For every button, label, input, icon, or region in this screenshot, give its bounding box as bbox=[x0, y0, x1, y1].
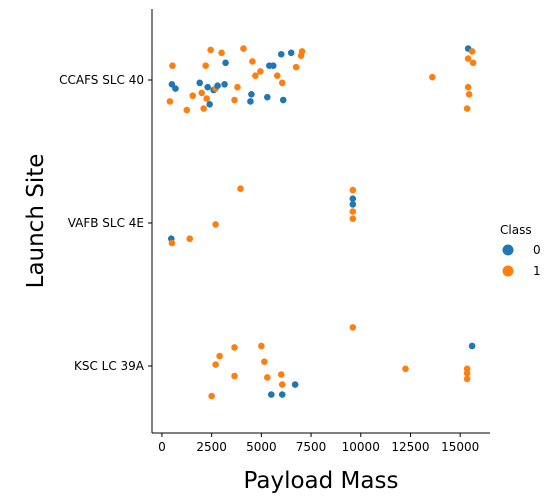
legend-label-class-0: 0 bbox=[533, 243, 541, 257]
data-point-class-1 bbox=[257, 68, 264, 75]
data-point-class-1 bbox=[273, 72, 281, 80]
data-point-class-0 bbox=[248, 91, 255, 98]
data-point-class-0 bbox=[214, 82, 221, 90]
data-point-class-1 bbox=[252, 72, 259, 80]
data-point-class-1 bbox=[464, 83, 472, 91]
data-point-class-1 bbox=[198, 89, 206, 97]
x-tick-label: 0 bbox=[158, 440, 166, 454]
axes bbox=[151, 9, 490, 434]
data-point-class-0 bbox=[277, 50, 285, 58]
data-point-class-1 bbox=[231, 96, 238, 104]
data-point-class-1 bbox=[240, 45, 247, 52]
y-ticks: CCAFS SLC 40 VAFB SLC 4E KSC LC 39A bbox=[59, 73, 152, 373]
data-point-class-1 bbox=[168, 239, 176, 247]
x-axis-title: Payload Mass bbox=[244, 468, 399, 494]
data-point-class-1 bbox=[218, 49, 225, 57]
data-point-class-0 bbox=[267, 391, 275, 398]
data-point-class-1 bbox=[208, 392, 215, 400]
data-point-class-1 bbox=[349, 186, 357, 194]
data-point-class-1 bbox=[278, 79, 286, 87]
data-point-class-1 bbox=[231, 372, 238, 380]
data-point-class-1 bbox=[258, 342, 265, 350]
data-point-class-1 bbox=[203, 95, 210, 102]
y-axis-title: Launch Site bbox=[23, 154, 49, 289]
data-point-class-1 bbox=[349, 208, 357, 215]
data-point-class-1 bbox=[292, 63, 300, 71]
legend-marker-class-0 bbox=[502, 244, 514, 256]
data-point-class-1 bbox=[277, 371, 285, 378]
data-point-class-1 bbox=[261, 358, 268, 366]
data-point-class-1 bbox=[264, 374, 271, 381]
data-point-class-0 bbox=[222, 59, 229, 67]
data-point-class-0 bbox=[204, 83, 211, 91]
data-point-class-0 bbox=[468, 342, 476, 350]
data-point-class-0 bbox=[264, 93, 271, 101]
data-point-class-1 bbox=[349, 215, 357, 223]
data-point-class-1 bbox=[207, 46, 214, 54]
data-point-class-1 bbox=[212, 361, 219, 368]
data-point-class-0 bbox=[279, 96, 287, 104]
data-point-class-0 bbox=[196, 79, 204, 87]
data-point-class-1 bbox=[349, 324, 357, 331]
scatter-points bbox=[166, 45, 477, 400]
data-point-class-1 bbox=[465, 91, 473, 98]
data-point-class-1 bbox=[234, 83, 241, 91]
data-point-class-1 bbox=[237, 185, 244, 192]
data-point-class-1 bbox=[202, 62, 209, 69]
data-point-class-1 bbox=[468, 48, 476, 55]
y-tick-label: CCAFS SLC 40 bbox=[59, 73, 144, 87]
data-point-class-0 bbox=[349, 195, 357, 202]
legend: Class 0 1 bbox=[500, 223, 541, 278]
data-point-class-1 bbox=[231, 344, 238, 351]
data-point-class-1 bbox=[402, 365, 409, 373]
x-tick-label: 5000 bbox=[246, 440, 277, 454]
data-point-class-1 bbox=[216, 352, 223, 360]
data-point-class-1 bbox=[278, 381, 286, 388]
data-point-class-1 bbox=[429, 73, 436, 81]
x-tick-label: 2500 bbox=[196, 440, 227, 454]
data-point-class-0 bbox=[247, 98, 254, 105]
data-point-class-0 bbox=[287, 49, 295, 57]
data-point-class-1 bbox=[186, 235, 194, 243]
data-point-class-1 bbox=[249, 58, 256, 65]
data-point-class-1 bbox=[298, 48, 306, 55]
x-tick-label: 12500 bbox=[391, 440, 429, 454]
data-point-class-0 bbox=[278, 391, 286, 398]
data-point-class-0 bbox=[221, 80, 228, 88]
data-point-class-0 bbox=[291, 381, 299, 388]
data-point-class-0 bbox=[349, 201, 357, 208]
x-tick-label: 7500 bbox=[296, 440, 327, 454]
data-point-class-1 bbox=[200, 105, 207, 112]
data-point-class-1 bbox=[463, 369, 471, 377]
legend-label-class-1: 1 bbox=[533, 264, 541, 278]
y-tick-label: VAFB SLC 4E bbox=[68, 216, 144, 230]
data-point-class-1 bbox=[169, 62, 176, 69]
legend-title: Class bbox=[500, 223, 532, 237]
data-point-class-1 bbox=[469, 59, 477, 67]
data-point-class-1 bbox=[463, 105, 471, 112]
x-ticks: 0 2500 5000 7500 10000 12500 15000 bbox=[158, 433, 479, 454]
y-tick-label: KSC LC 39A bbox=[74, 359, 145, 373]
data-point-class-0 bbox=[269, 62, 277, 69]
data-point-class-1 bbox=[463, 375, 471, 383]
x-tick-label: 15000 bbox=[441, 440, 479, 454]
data-point-class-1 bbox=[183, 106, 191, 114]
data-point-class-1 bbox=[464, 55, 472, 62]
legend-marker-class-1 bbox=[502, 265, 514, 277]
data-point-class-1 bbox=[189, 92, 197, 100]
data-point-class-1 bbox=[212, 221, 219, 228]
data-point-class-0 bbox=[206, 101, 213, 108]
data-point-class-1 bbox=[166, 98, 174, 105]
x-tick-label: 10000 bbox=[342, 440, 380, 454]
data-point-class-0 bbox=[172, 85, 179, 92]
